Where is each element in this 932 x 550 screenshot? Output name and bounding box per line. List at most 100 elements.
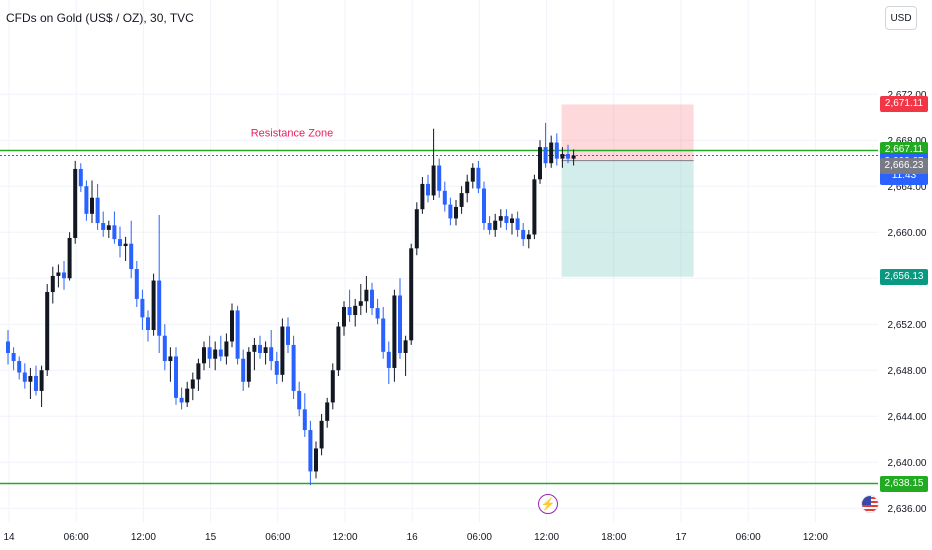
candle[interactable]: [398, 278, 402, 359]
candle[interactable]: [224, 333, 229, 365]
candle[interactable]: [375, 298, 380, 325]
candle[interactable]: [510, 213, 514, 235]
candle[interactable]: [330, 363, 335, 410]
candle[interactable]: [476, 160, 481, 194]
candle[interactable]: [409, 243, 414, 345]
candle[interactable]: [252, 338, 257, 371]
candle[interactable]: [73, 160, 78, 244]
event-bolt-icon[interactable]: ⚡: [538, 494, 558, 514]
candle[interactable]: [258, 335, 262, 359]
candle[interactable]: [308, 420, 313, 486]
candle[interactable]: [235, 305, 240, 365]
candle[interactable]: [465, 174, 470, 203]
us-flag-icon[interactable]: [861, 495, 879, 513]
candle[interactable]: [90, 180, 94, 224]
candle[interactable]: [134, 260, 139, 307]
candle[interactable]: [207, 335, 212, 368]
candle[interactable]: [17, 356, 22, 380]
stop-loss-zone[interactable]: [561, 104, 694, 161]
candle[interactable]: [241, 349, 246, 391]
candle[interactable]: [325, 397, 330, 428]
candle[interactable]: [336, 321, 341, 376]
candle[interactable]: [414, 202, 419, 256]
candle[interactable]: [213, 341, 218, 371]
candle[interactable]: [168, 347, 173, 382]
candle[interactable]: [515, 211, 520, 237]
candle[interactable]: [101, 211, 106, 237]
candle[interactable]: [274, 351, 279, 385]
candle[interactable]: [370, 282, 374, 316]
candle[interactable]: [123, 236, 128, 261]
candle[interactable]: [347, 289, 352, 322]
candle[interactable]: [146, 310, 150, 342]
candle[interactable]: [196, 358, 201, 391]
candle[interactable]: [459, 186, 464, 214]
candle[interactable]: [521, 223, 526, 247]
candle[interactable]: [470, 163, 475, 189]
candle[interactable]: [386, 341, 391, 385]
candle[interactable]: [280, 318, 285, 382]
candle[interactable]: [392, 289, 397, 382]
take-profit-zone[interactable]: [561, 160, 694, 277]
candle[interactable]: [526, 229, 531, 249]
candle[interactable]: [112, 211, 117, 244]
candle[interactable]: [202, 341, 206, 371]
candle[interactable]: [230, 303, 234, 348]
candle[interactable]: [554, 133, 559, 166]
candle[interactable]: [179, 387, 184, 410]
candle[interactable]: [286, 317, 290, 353]
candle[interactable]: [45, 283, 50, 376]
candle[interactable]: [67, 232, 72, 281]
candle[interactable]: [151, 273, 156, 336]
candle[interactable]: [39, 365, 44, 408]
candle[interactable]: [364, 275, 369, 313]
candle[interactable]: [162, 324, 167, 371]
candle[interactable]: [442, 181, 447, 212]
candle[interactable]: [78, 163, 83, 192]
candle[interactable]: [129, 220, 134, 279]
candle[interactable]: [381, 306, 386, 359]
candle[interactable]: [560, 147, 565, 168]
candle[interactable]: [482, 181, 486, 230]
candle[interactable]: [549, 135, 554, 168]
candle[interactable]: [185, 381, 190, 408]
symbol-title[interactable]: CFDs on Gold (US$ / OZ), 30, TVC: [6, 11, 194, 25]
candle[interactable]: [437, 158, 442, 198]
candle[interactable]: [297, 381, 302, 417]
candle[interactable]: [50, 266, 55, 304]
candle[interactable]: [95, 183, 100, 230]
candle[interactable]: [566, 144, 570, 164]
candle[interactable]: [571, 149, 576, 166]
candle[interactable]: [504, 209, 509, 230]
candle[interactable]: [302, 393, 307, 437]
candle[interactable]: [218, 335, 223, 362]
candle[interactable]: [22, 363, 27, 389]
candle[interactable]: [532, 174, 537, 240]
candle[interactable]: [358, 283, 363, 316]
candle[interactable]: [403, 335, 408, 376]
candle[interactable]: [538, 140, 542, 184]
candle[interactable]: [6, 329, 10, 365]
candle[interactable]: [353, 298, 358, 327]
candle[interactable]: [174, 347, 178, 405]
candle[interactable]: [420, 177, 425, 214]
candle[interactable]: [140, 289, 145, 330]
candle[interactable]: [448, 197, 453, 226]
candle[interactable]: [28, 367, 33, 399]
candle[interactable]: [62, 260, 66, 290]
currency-selector[interactable]: USD: [885, 6, 917, 30]
candle[interactable]: [498, 209, 503, 228]
candle[interactable]: [493, 213, 498, 237]
candle[interactable]: [487, 216, 492, 235]
candle[interactable]: [431, 128, 436, 201]
candle[interactable]: [342, 301, 346, 336]
candle[interactable]: [11, 347, 16, 371]
candle[interactable]: [291, 335, 296, 399]
candle[interactable]: [118, 226, 122, 258]
candle[interactable]: [246, 347, 251, 388]
candle[interactable]: [269, 329, 274, 371]
candle[interactable]: [263, 341, 268, 365]
candle[interactable]: [319, 413, 324, 456]
candle[interactable]: [314, 441, 318, 479]
